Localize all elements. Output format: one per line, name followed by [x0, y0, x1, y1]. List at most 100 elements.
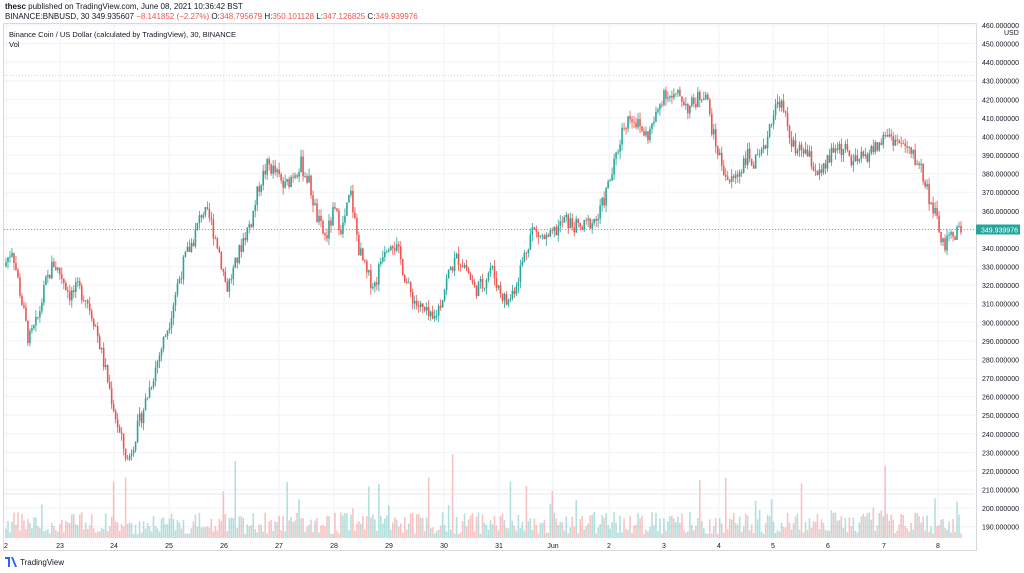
- volume-bar: [29, 523, 31, 538]
- candle-body: [521, 261, 524, 266]
- volume-bar: [597, 527, 599, 538]
- volume-bar: [521, 521, 524, 538]
- candle-body: [613, 158, 615, 175]
- volume-bar: [956, 501, 958, 538]
- candle-body: [198, 215, 201, 223]
- candle-body: [818, 169, 821, 175]
- x-tick-label: 2: [607, 543, 611, 550]
- volume-bar: [824, 529, 827, 538]
- candle-body: [144, 398, 147, 411]
- candle-body: [154, 367, 157, 382]
- volume-bar: [734, 523, 737, 538]
- volume-bar: [220, 521, 223, 538]
- volume-bar: [31, 528, 33, 538]
- candle-body: [792, 140, 795, 147]
- candle-body: [567, 214, 570, 229]
- candle-body: [824, 163, 827, 169]
- volume-bar: [226, 531, 229, 538]
- volume-bar: [397, 526, 400, 538]
- candle-body: [278, 169, 280, 175]
- candle-body: [132, 450, 135, 454]
- volume-bar: [338, 533, 340, 538]
- volume-bar: [346, 513, 348, 538]
- y-tick-label: 390.000000: [982, 153, 1019, 160]
- volume-bar: [736, 524, 739, 538]
- y-tick-label: 330.000000: [982, 265, 1019, 272]
- candle-body: [732, 176, 735, 179]
- candle-body: [870, 146, 873, 154]
- volume-bar: [583, 529, 585, 538]
- candle-body: [328, 220, 330, 239]
- volume-bar: [567, 532, 570, 538]
- volume-bar: [842, 527, 845, 538]
- chart-frame[interactable]: [3, 23, 977, 551]
- volume-bar: [435, 531, 438, 538]
- candle-body: [316, 203, 318, 222]
- candle-body: [714, 129, 717, 147]
- volume-bar: [683, 530, 685, 538]
- volume-bar: [519, 527, 522, 538]
- candle-body: [685, 104, 687, 106]
- x-tick-label: 7: [882, 543, 886, 550]
- candle-body: [591, 223, 593, 229]
- volume-bar: [619, 515, 621, 538]
- candle-body: [206, 207, 209, 209]
- volume-bar: [573, 526, 576, 538]
- candle-body: [828, 155, 831, 163]
- volume-bar: [82, 529, 85, 538]
- volume-bar: [611, 522, 613, 538]
- candle-body: [699, 91, 701, 101]
- author-name[interactable]: thesc: [5, 2, 26, 11]
- candle-body: [900, 143, 902, 144]
- candle-body: [76, 281, 79, 283]
- candle-body: [687, 104, 689, 114]
- candle-body: [623, 127, 625, 129]
- volume-bar: [463, 513, 466, 538]
- y-tick-label: 430.000000: [982, 79, 1019, 86]
- candle-body: [804, 149, 807, 154]
- candle-body: [350, 190, 352, 196]
- candle-body: [509, 298, 512, 300]
- volume-bar: [172, 518, 175, 538]
- volume-bar: [154, 526, 157, 538]
- candle-body: [51, 261, 53, 279]
- candle-body: [663, 90, 665, 105]
- high-value: 350.101128: [272, 12, 315, 21]
- candle-body: [633, 121, 635, 123]
- candle-body: [194, 229, 197, 247]
- volume-bar: [940, 519, 942, 538]
- x-tick-label: 6: [826, 543, 830, 550]
- candle-body: [407, 282, 410, 284]
- candle-body: [888, 134, 891, 137]
- volume-bar: [481, 514, 484, 538]
- volume-bar: [47, 528, 49, 538]
- candle-body: [826, 155, 829, 169]
- candle-body: [274, 165, 276, 173]
- candle-body: [483, 287, 486, 289]
- volume-bar: [116, 522, 119, 538]
- volume-bar: [722, 532, 725, 538]
- volume-bar: [942, 519, 944, 538]
- candle-body: [403, 274, 406, 282]
- volume-bar: [667, 521, 669, 538]
- candle-body: [122, 433, 125, 449]
- tradingview-logo[interactable]: TradingView: [5, 557, 64, 567]
- volume-bar: [523, 530, 526, 538]
- candle-body: [862, 151, 865, 157]
- volume-bar: [882, 516, 885, 538]
- candle-body: [142, 410, 145, 424]
- volume-bar: [916, 513, 918, 538]
- candle-body: [547, 234, 550, 237]
- volume-bar: [846, 532, 849, 538]
- volume-bar: [742, 526, 745, 538]
- volume-bar: [934, 498, 936, 538]
- volume-bar: [473, 531, 476, 538]
- volume-bar: [380, 515, 382, 538]
- candle-body: [589, 218, 591, 229]
- candle-body: [553, 227, 556, 231]
- volume-bar: [706, 533, 709, 538]
- candle-body: [286, 178, 288, 182]
- volume-bar: [286, 482, 288, 538]
- x-tick-label: 3: [662, 543, 666, 550]
